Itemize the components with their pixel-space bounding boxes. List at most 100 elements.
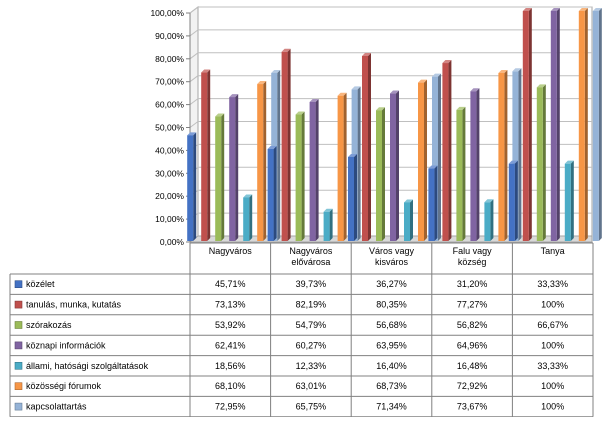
bar-top — [484, 199, 494, 203]
data-label: 18,56% — [215, 361, 246, 371]
bar-top — [508, 160, 518, 164]
bar — [456, 109, 463, 241]
legend-key — [14, 382, 23, 391]
bar-side — [368, 52, 371, 241]
bar-top — [428, 165, 438, 169]
x-category-label: község — [458, 257, 487, 267]
y-tick-label: 70,00% — [155, 77, 184, 87]
data-label: 54,79% — [296, 320, 327, 330]
bar-top — [432, 73, 441, 77]
bar-top — [337, 92, 347, 96]
bar-top — [267, 146, 277, 150]
bar — [243, 197, 250, 241]
data-label: 53,92% — [215, 320, 246, 330]
bar — [309, 101, 316, 242]
bar — [295, 114, 302, 241]
bar-side — [584, 8, 588, 241]
bar — [390, 93, 396, 241]
y-tick-label: 10,00% — [155, 214, 184, 224]
bar-side — [424, 79, 427, 241]
bar-side — [434, 165, 438, 241]
series-name: köznapi információk — [26, 340, 106, 350]
data-label: 56,82% — [457, 320, 488, 330]
legend-key — [14, 402, 23, 411]
bar — [470, 91, 477, 241]
data-label: 62,41% — [215, 340, 246, 350]
bar — [564, 163, 571, 241]
bar-side — [542, 84, 546, 241]
bar-side — [490, 199, 494, 241]
bar-side — [396, 90, 399, 241]
bar-top — [536, 84, 546, 88]
x-category-label: Tanya — [541, 246, 565, 256]
bar — [348, 156, 354, 241]
bar-top — [456, 106, 466, 110]
bar-top — [257, 81, 267, 85]
y-tick-label: 60,00% — [155, 100, 184, 110]
bar-side — [476, 88, 480, 241]
bar-side — [528, 8, 532, 241]
bar-top — [229, 94, 239, 98]
bar — [418, 82, 424, 241]
bar — [187, 135, 194, 241]
data-label: 73,67% — [457, 402, 488, 412]
data-label: 80,35% — [376, 300, 407, 310]
bar-top — [564, 160, 574, 164]
bar-side — [556, 8, 560, 241]
series-name: állami, hatósági szolgáltatások — [26, 361, 149, 371]
gridline-side — [189, 6, 199, 14]
y-tick-label: 30,00% — [155, 168, 184, 178]
bar-side — [315, 98, 319, 242]
bar-top — [522, 8, 532, 11]
bar-top — [376, 107, 385, 111]
data-label: 36,27% — [376, 279, 407, 289]
data-label: 31,20% — [457, 279, 488, 289]
data-label: 63,95% — [376, 340, 407, 350]
bar — [281, 51, 288, 242]
data-label: 68,10% — [215, 381, 246, 391]
bar — [404, 202, 410, 241]
bar-top — [512, 68, 522, 72]
x-category-label: Nagyváros — [289, 246, 333, 256]
bar-side — [193, 132, 197, 241]
bar-side — [301, 111, 305, 241]
bar-side — [277, 69, 281, 241]
data-label: 33,33% — [537, 361, 568, 371]
bar — [508, 163, 515, 241]
gridline-side — [189, 29, 199, 37]
bar-side — [354, 153, 357, 241]
data-label: 60,27% — [296, 340, 327, 350]
y-tick-label: 80,00% — [155, 54, 184, 64]
gridline-side — [189, 121, 199, 128]
bar — [432, 76, 438, 241]
bar-side — [504, 70, 508, 241]
bar-side — [273, 146, 277, 241]
legend-key — [14, 361, 23, 370]
bar — [229, 97, 236, 241]
data-label: 12,33% — [296, 361, 327, 371]
data-label: 100% — [541, 340, 564, 350]
bar-top — [550, 8, 560, 11]
bar — [201, 72, 208, 241]
data-label: 45,71% — [215, 279, 246, 289]
gridline-side — [189, 75, 199, 83]
bar-top — [470, 88, 480, 92]
data-label: 71,34% — [376, 402, 407, 412]
bar-top — [281, 48, 291, 52]
gridline-side — [189, 52, 199, 60]
gridline-side — [189, 98, 199, 105]
bar — [362, 55, 368, 241]
bar — [257, 84, 264, 242]
bar-side — [570, 160, 574, 241]
data-label: 72,95% — [215, 402, 246, 412]
x-category-label: elővárosa — [291, 257, 330, 267]
bar — [592, 11, 599, 241]
data-label: 72,92% — [457, 381, 488, 391]
bar — [442, 63, 449, 242]
bar — [536, 87, 543, 241]
series-name: közösségi fórumok — [26, 381, 102, 391]
bar-top — [215, 113, 225, 117]
bar-top — [404, 199, 413, 203]
bar-side — [410, 199, 413, 241]
